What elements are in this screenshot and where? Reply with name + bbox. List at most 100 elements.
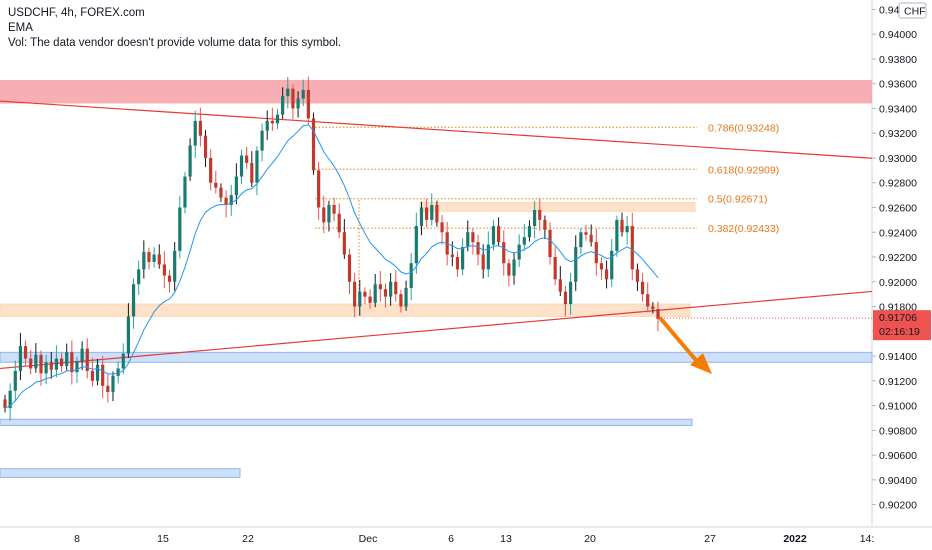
candle-body [604, 269, 609, 280]
candle-body [311, 118, 316, 171]
candle-body [430, 205, 434, 220]
grid-layer [0, 0, 932, 528]
candle-body [301, 89, 305, 99]
candle-body [368, 296, 372, 303]
candle-body [568, 281, 573, 305]
candle-body [317, 170, 321, 208]
candle-body [599, 263, 604, 270]
candle-body [234, 176, 238, 196]
candles-layer [3, 76, 660, 421]
candle-body [203, 135, 208, 158]
x-tick-label: 6 [448, 533, 454, 545]
candle-body [70, 352, 74, 373]
current-price-value: 0.91706 [879, 312, 917, 324]
lower-trendline [0, 290, 873, 370]
y-tick-label: 0.93000 [879, 153, 917, 165]
candle-body [198, 120, 202, 136]
arrow-head [690, 353, 712, 374]
candle-body [306, 89, 310, 119]
arrow-shaft [659, 316, 702, 367]
candle-body [491, 226, 496, 245]
candle-body [29, 358, 33, 369]
candle-body [425, 207, 429, 220]
candle-body [502, 242, 506, 264]
candle-body [358, 291, 362, 307]
x-tick-label: 2022 [783, 533, 807, 545]
candle-body [327, 205, 331, 223]
fib-level-label: 0.382(0.92433) [708, 223, 779, 235]
candle-body [610, 250, 614, 280]
candle-body [59, 358, 64, 366]
candle-body [538, 209, 542, 220]
candle-body [332, 205, 336, 214]
candle-body [584, 232, 588, 235]
candle-body [373, 284, 377, 303]
y-tick-label: 0.93200 [879, 128, 917, 140]
y-tick-label: 0.92000 [879, 277, 917, 289]
candle-body [548, 229, 552, 258]
y-tick-label: 0.90800 [879, 425, 917, 437]
candle-body [322, 207, 326, 223]
candle-body [291, 88, 295, 109]
candle-body [152, 254, 156, 262]
candle-body [173, 250, 177, 282]
fib-layer: 0.786(0.93248) 0.618(0.92909) 0.5(0.92671)… [315, 122, 779, 307]
upper-trendline [0, 100, 873, 159]
candle-body [337, 213, 341, 233]
candle-body [255, 150, 259, 183]
y-tick-label: 0.92200 [879, 252, 917, 264]
candle-body [630, 226, 634, 270]
candle-body [486, 244, 490, 270]
symbol-title[interactable]: USDCHF, 4h, FOREX.com [8, 7, 145, 19]
volume-note: Vol: The data vendor doesn't provide vol… [8, 37, 342, 49]
y-tick-label: 0.94000 [879, 29, 917, 41]
candle-body [95, 364, 100, 381]
candle-body [85, 348, 89, 371]
candle-body [183, 176, 187, 208]
time-axis[interactable]: 8 15 22 Dec 6 13 20 27 2022 14: [74, 533, 874, 545]
candle-body [353, 281, 357, 307]
indicator-label[interactable]: EMA [8, 22, 33, 34]
candle-body [476, 242, 480, 255]
candle-body [90, 370, 95, 381]
candle-body [209, 157, 213, 183]
zone-range-top [419, 202, 696, 212]
candle-body [270, 120, 274, 124]
candle-body [3, 399, 7, 409]
candle-body [75, 361, 79, 373]
candle-body [378, 284, 382, 290]
candle-body [409, 263, 413, 288]
currency-label: CHF [904, 6, 926, 18]
candle-body [646, 294, 650, 307]
candle-body [399, 294, 403, 307]
candle-body [23, 346, 28, 359]
candle-body [481, 254, 485, 270]
candle-body [615, 219, 619, 251]
y-tick-label: 0.91400 [879, 351, 917, 363]
y-tick-label: 0.93600 [879, 79, 917, 91]
candle-body [157, 254, 161, 265]
zone-demand-1 [0, 351, 873, 363]
candle-body [651, 306, 655, 310]
y-tick-label: 0.93400 [879, 103, 917, 115]
candle-body [54, 358, 59, 370]
candle-body [455, 257, 460, 270]
candle-body [49, 362, 53, 370]
zone-demand-3 [0, 468, 241, 478]
candle-body [296, 98, 300, 109]
candle-body [553, 257, 557, 280]
projection-arrow-layer [659, 316, 712, 374]
x-tick-label: 8 [74, 533, 80, 545]
candle-body [137, 269, 141, 285]
zone-support [0, 303, 691, 317]
fib-level-label: 0.786(0.93248) [708, 122, 779, 134]
candle-body [44, 362, 48, 374]
x-tick-label: 22 [242, 533, 254, 545]
candle-body [435, 205, 439, 223]
candle-body [450, 254, 454, 258]
ema-line [4, 124, 659, 409]
price-axis[interactable]: 0.942000.940000.938000.936000.934000.932… [661, 2, 931, 512]
candle-body [219, 187, 223, 198]
candle-body [106, 385, 110, 392]
